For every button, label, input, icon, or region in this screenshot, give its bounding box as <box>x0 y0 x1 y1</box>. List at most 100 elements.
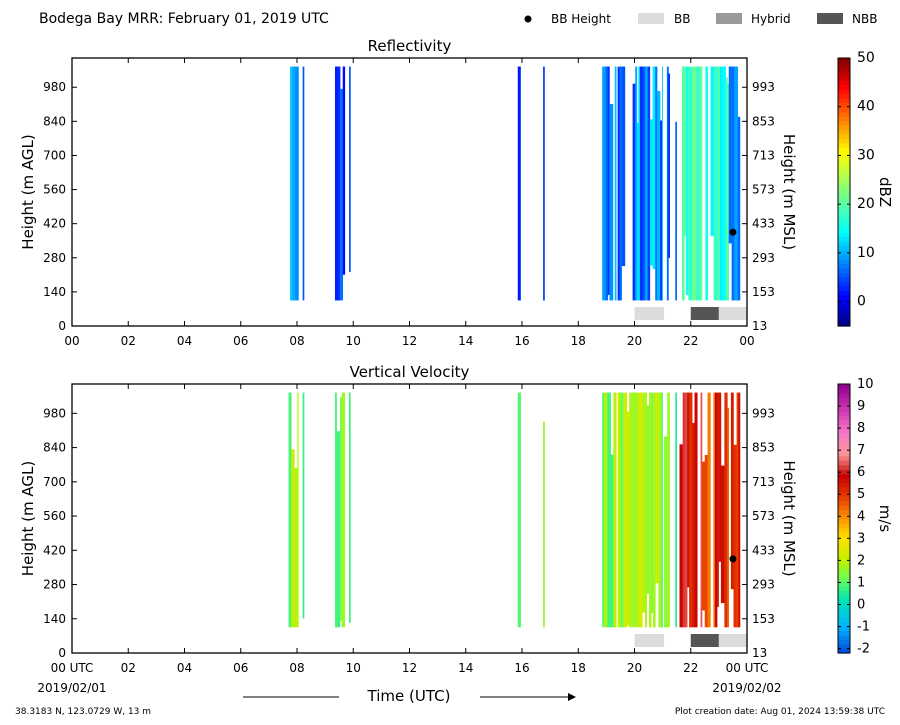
reflectivity-y2-tick-label: 853 <box>752 114 775 128</box>
reflectivity-colorbar-tick-label: 10 <box>857 245 875 261</box>
reflectivity-colorbar-segment <box>838 178 850 184</box>
reflectivity-panel-title: Reflectivity <box>368 37 452 55</box>
reflectivity-data-column <box>607 66 610 295</box>
reflectivity-x-tick-label: 04 <box>177 334 192 348</box>
velocity-colorbar-tick-label: 9 <box>857 399 865 414</box>
velocity-colorbar-segment <box>838 590 850 596</box>
velocity-colorbar-segment <box>838 514 850 520</box>
velocity-colorbar-segment <box>838 401 850 408</box>
velocity-colorbar-tick-label: -2 <box>857 642 870 657</box>
reflectivity-data-column <box>614 66 617 301</box>
reflectivity-y-tick-label: 840 <box>43 114 66 128</box>
velocity-data-column <box>635 392 638 628</box>
reflectivity-colorbar-segment <box>838 285 850 291</box>
reflectivity-colorbar-segment <box>838 169 850 175</box>
velocity-y2-tick-label: 293 <box>752 578 775 592</box>
reflectivity-colorbar-segment <box>838 133 850 139</box>
velocity-colorbar-frame <box>837 383 851 654</box>
velocity-colorbar-segment <box>838 563 850 569</box>
reflectivity-data-column <box>517 66 521 301</box>
velocity-colorbar-segment <box>838 635 850 641</box>
velocity-colorbar-segment <box>838 599 850 605</box>
reflectivity-y-tick-label: 140 <box>43 285 66 299</box>
reflectivity-colorbar-segment <box>838 187 850 193</box>
velocity-colorbar-segment <box>838 581 850 587</box>
reflectivity-data-column <box>609 103 614 301</box>
velocity-x-tick-label: 00 UTC <box>726 661 769 675</box>
velocity-data-column <box>645 392 648 628</box>
velocity-colorbar-segment <box>838 518 850 524</box>
velocity-y-tick-label: 700 <box>43 475 66 489</box>
velocity-data-column <box>604 392 608 628</box>
velocity-colorbar-segment <box>838 549 850 555</box>
velocity-y-tick-label: 980 <box>43 406 66 420</box>
velocity-colorbar-tick-label: 0 <box>857 597 865 612</box>
reflectivity-colorbar-segment <box>838 272 850 278</box>
velocity-x-tick-label: 20 <box>627 661 642 675</box>
reflectivity-data-column <box>685 66 689 295</box>
reflectivity-data-column <box>334 66 339 301</box>
velocity-colorbar-segment <box>838 437 850 443</box>
reflectivity-y-tick-label: 280 <box>43 251 66 265</box>
velocity-colorbar-tick-label: 7 <box>857 443 865 458</box>
reflectivity-colorbar-segment <box>838 209 850 215</box>
velocity-data-column <box>687 392 690 588</box>
velocity-bb-height-point <box>729 555 737 563</box>
velocity-data-column <box>700 392 703 628</box>
velocity-colorbar-segment <box>838 594 850 600</box>
reflectivity-x-tick-label: 00 <box>739 334 754 348</box>
velocity-x-tick-label: 14 <box>458 661 473 675</box>
reflectivity-data-column <box>349 66 351 272</box>
velocity-data-column <box>720 465 725 604</box>
velocity-data-column <box>339 397 343 621</box>
velocity-x-tick-label: 02 <box>121 661 136 675</box>
velocity-data-column <box>649 392 652 628</box>
start-date-label: 2019/02/01 <box>37 681 106 695</box>
velocity-data-column <box>639 392 643 628</box>
velocity-data-column <box>655 392 659 584</box>
velocity-data-column <box>623 392 628 628</box>
reflectivity-colorbar-segment <box>838 107 850 113</box>
velocity-y2-tick-label: 13 <box>752 646 767 660</box>
reflectivity-colorbar-segment <box>838 267 850 273</box>
reflectivity-colorbar-segment <box>838 250 850 256</box>
reflectivity-colorbar-segment <box>838 214 850 220</box>
velocity-data-column <box>288 392 292 628</box>
velocity-y2-tick-label: 713 <box>752 475 775 489</box>
velocity-data-column <box>626 411 630 626</box>
velocity-colorbar-segment <box>838 505 850 511</box>
velocity-data-column <box>715 392 718 628</box>
velocity-colorbar-segment <box>838 540 850 546</box>
legend-label-nbb: NBB <box>852 12 877 26</box>
velocity-data-column <box>615 392 617 628</box>
velocity-data-column <box>543 421 545 628</box>
reflectivity-colorbar-segment <box>838 308 850 314</box>
reflectivity-x-tick-label: 20 <box>627 334 642 348</box>
reflectivity-data-column <box>705 66 708 301</box>
bb-legend-swatch <box>638 13 664 24</box>
velocity-data-column <box>667 392 670 628</box>
velocity-data-column <box>718 392 722 562</box>
rain-type-legend: BB Height BB Hybrid NBB <box>524 12 877 26</box>
velocity-colorbar-segment <box>838 392 850 399</box>
reflectivity-data-column <box>713 66 718 301</box>
nbb-legend-swatch <box>817 13 843 24</box>
reflectivity-colorbar-segment <box>838 129 850 135</box>
reflectivity-colorbar-segment <box>838 192 850 198</box>
reflectivity-x-tick-label: 12 <box>402 334 417 348</box>
velocity-y2-tick-label: 433 <box>752 543 775 557</box>
reflectivity-data-column <box>693 66 697 301</box>
velocity-colorbar-segment <box>838 585 850 591</box>
velocity-data-column <box>692 422 695 628</box>
reflectivity-colorbar-tick-label: 0 <box>857 294 866 310</box>
velocity-data-column <box>302 392 305 619</box>
reflectivity-data-column <box>617 66 620 301</box>
velocity-y2-axis-label: Height (m MSL) <box>780 460 798 576</box>
velocity-data-column <box>620 392 624 628</box>
reflectivity-colorbar-segment <box>838 281 850 287</box>
reflectivity-colorbar-segment <box>838 294 850 300</box>
velocity-colorbar-tick-label: 10 <box>857 377 874 392</box>
velocity-data-column <box>658 392 662 628</box>
